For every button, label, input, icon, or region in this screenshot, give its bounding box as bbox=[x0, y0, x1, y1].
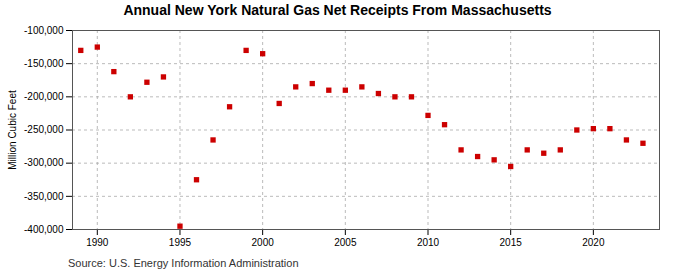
svg-text:2015: 2015 bbox=[500, 237, 523, 248]
svg-text:-100,000: -100,000 bbox=[24, 25, 64, 36]
svg-text:-300,000: -300,000 bbox=[24, 157, 64, 168]
svg-text:1995: 1995 bbox=[169, 237, 192, 248]
svg-text:-200,000: -200,000 bbox=[24, 91, 64, 102]
html-text:Annual New York Natural Gas Ne: Annual New York Natural Gas Net Receipts… bbox=[123, 2, 552, 18]
svg-text:-350,000: -350,000 bbox=[24, 191, 64, 202]
svg-text:2020: 2020 bbox=[582, 237, 605, 248]
svg-text:2010: 2010 bbox=[417, 237, 440, 248]
html-text:Source: U.S. Energy Informatio: Source: U.S. Energy Information Administ… bbox=[68, 257, 299, 269]
svg-text:-400,000: -400,000 bbox=[24, 224, 64, 235]
svg-text:Million Cubic Feet: Million Cubic Feet bbox=[7, 90, 18, 170]
svg-text:-150,000: -150,000 bbox=[24, 58, 64, 69]
svg-text:2005: 2005 bbox=[334, 237, 357, 248]
svg-text:-250,000: -250,000 bbox=[24, 124, 64, 135]
svg-text:1990: 1990 bbox=[86, 237, 109, 248]
svg-text:2000: 2000 bbox=[252, 237, 275, 248]
